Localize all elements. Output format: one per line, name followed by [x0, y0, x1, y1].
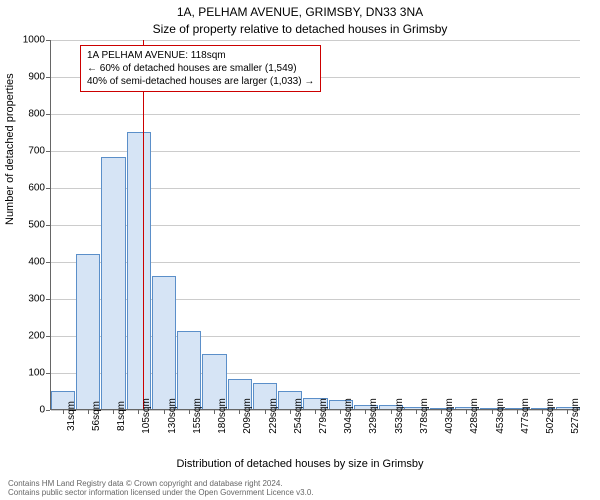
- y-tick-label: 800: [5, 109, 45, 120]
- gridline: [51, 114, 580, 115]
- y-tick-label: 300: [5, 294, 45, 305]
- x-tick-mark: [164, 410, 165, 414]
- info-box-line: 1A PELHAM AVENUE: 118sqm: [87, 49, 314, 62]
- x-tick-mark: [567, 410, 568, 414]
- x-tick-label: 56sqm: [91, 401, 102, 431]
- x-tick-mark: [315, 410, 316, 414]
- x-tick-label: 155sqm: [192, 398, 203, 434]
- chart-title: 1A, PELHAM AVENUE, GRIMSBY, DN33 3NA: [0, 5, 600, 19]
- y-tick-mark: [46, 225, 50, 226]
- y-tick-mark: [46, 77, 50, 78]
- x-tick-label: 130sqm: [167, 398, 178, 434]
- y-tick-label: 0: [5, 405, 45, 416]
- x-tick-label: 527sqm: [570, 398, 581, 434]
- histogram-bar: [76, 254, 100, 409]
- x-tick-mark: [542, 410, 543, 414]
- histogram-bar: [152, 276, 176, 409]
- x-tick-mark: [265, 410, 266, 414]
- x-tick-label: 209sqm: [242, 398, 253, 434]
- x-tick-mark: [466, 410, 467, 414]
- x-tick-mark: [416, 410, 417, 414]
- x-tick-label: 81sqm: [116, 401, 127, 431]
- x-tick-mark: [365, 410, 366, 414]
- y-tick-mark: [46, 188, 50, 189]
- x-tick-label: 304sqm: [343, 398, 354, 434]
- x-tick-mark: [492, 410, 493, 414]
- x-axis-label: Distribution of detached houses by size …: [0, 458, 600, 470]
- info-box-line: ← 60% of detached houses are smaller (1,…: [87, 62, 314, 75]
- x-tick-mark: [189, 410, 190, 414]
- footer-credits: Contains HM Land Registry data © Crown c…: [8, 479, 314, 498]
- x-tick-label: 477sqm: [520, 398, 531, 434]
- x-tick-label: 180sqm: [217, 398, 228, 434]
- y-tick-mark: [46, 151, 50, 152]
- y-tick-label: 500: [5, 220, 45, 231]
- info-box: 1A PELHAM AVENUE: 118sqm← 60% of detache…: [80, 45, 321, 92]
- gridline: [51, 40, 580, 41]
- y-tick-label: 1000: [5, 35, 45, 46]
- x-tick-mark: [239, 410, 240, 414]
- x-tick-label: 353sqm: [394, 398, 405, 434]
- x-tick-label: 31sqm: [66, 401, 77, 431]
- y-tick-mark: [46, 373, 50, 374]
- y-tick-label: 600: [5, 183, 45, 194]
- x-tick-mark: [441, 410, 442, 414]
- chart-subtitle: Size of property relative to detached ho…: [0, 22, 600, 36]
- x-tick-mark: [138, 410, 139, 414]
- histogram-bar: [127, 132, 151, 410]
- y-tick-mark: [46, 336, 50, 337]
- x-tick-label: 105sqm: [141, 398, 152, 434]
- x-tick-label: 329sqm: [368, 398, 379, 434]
- histogram-bar: [101, 157, 125, 409]
- y-tick-label: 100: [5, 368, 45, 379]
- y-tick-mark: [46, 299, 50, 300]
- x-tick-mark: [517, 410, 518, 414]
- plot-area: [50, 40, 580, 410]
- x-tick-label: 378sqm: [419, 398, 430, 434]
- x-tick-label: 502sqm: [545, 398, 556, 434]
- y-tick-label: 900: [5, 72, 45, 83]
- x-tick-label: 428sqm: [469, 398, 480, 434]
- y-tick-label: 200: [5, 331, 45, 342]
- x-tick-mark: [340, 410, 341, 414]
- x-tick-mark: [88, 410, 89, 414]
- y-tick-mark: [46, 410, 50, 411]
- footer-line1: Contains HM Land Registry data © Crown c…: [8, 479, 314, 489]
- marker-line: [143, 40, 144, 409]
- x-tick-label: 453sqm: [495, 398, 506, 434]
- x-tick-label: 229sqm: [268, 398, 279, 434]
- x-tick-label: 403sqm: [444, 398, 455, 434]
- info-box-line: 40% of semi-detached houses are larger (…: [87, 75, 314, 88]
- x-tick-mark: [290, 410, 291, 414]
- y-tick-mark: [46, 262, 50, 263]
- x-tick-mark: [391, 410, 392, 414]
- y-tick-label: 400: [5, 257, 45, 268]
- x-tick-mark: [63, 410, 64, 414]
- x-tick-label: 279sqm: [318, 398, 329, 434]
- x-tick-mark: [214, 410, 215, 414]
- y-tick-mark: [46, 114, 50, 115]
- y-tick-mark: [46, 40, 50, 41]
- x-tick-mark: [113, 410, 114, 414]
- footer-line2: Contains public sector information licen…: [8, 488, 314, 498]
- x-tick-label: 254sqm: [293, 398, 304, 434]
- y-tick-label: 700: [5, 146, 45, 157]
